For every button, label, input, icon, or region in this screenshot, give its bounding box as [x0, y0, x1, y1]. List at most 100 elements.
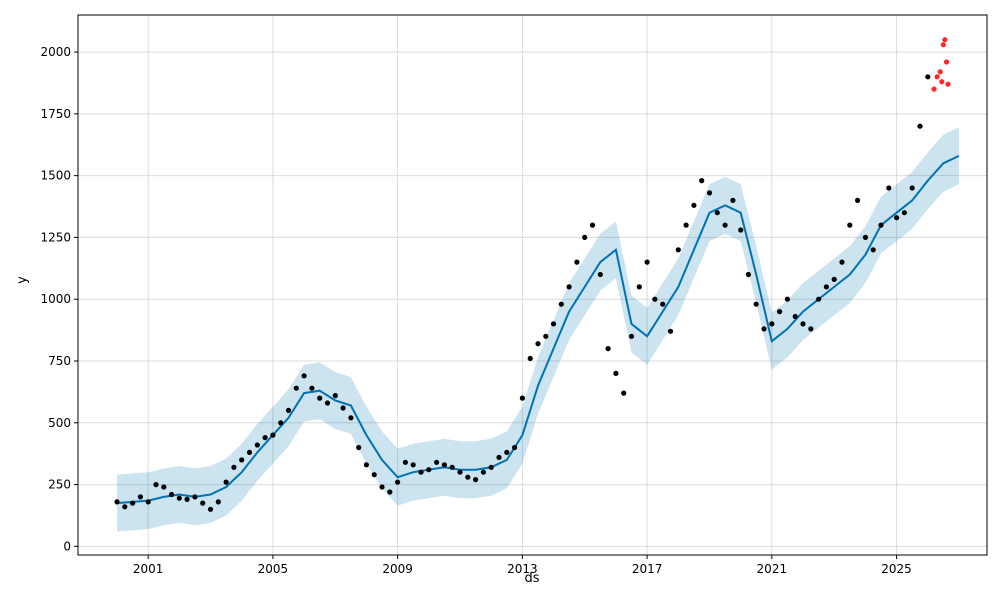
y-tick-label: 1500 — [40, 169, 71, 183]
actual-point — [145, 499, 151, 505]
actual-point — [917, 123, 923, 129]
actual-point — [387, 489, 393, 495]
actual-point — [340, 405, 346, 411]
x-tick-label: 2021 — [757, 562, 788, 576]
actual-point — [808, 326, 814, 332]
x-tick-label: 2013 — [507, 562, 538, 576]
actual-point — [465, 474, 471, 480]
actual-point — [535, 341, 541, 347]
actual-point — [153, 482, 159, 488]
actual-point — [473, 477, 479, 483]
actual-point — [831, 276, 837, 282]
actual-point — [301, 373, 307, 379]
y-tick-label: 500 — [48, 416, 71, 430]
actual-point — [597, 271, 603, 278]
x-tick-label: 2001 — [133, 562, 164, 576]
actual-point — [636, 284, 642, 290]
actual-point — [395, 479, 401, 485]
actual-point — [847, 222, 853, 228]
actual-point — [745, 271, 752, 278]
actual-point — [511, 444, 518, 451]
actual-point — [652, 296, 658, 302]
actual-point — [792, 313, 798, 320]
actual-point — [457, 469, 463, 475]
actual-point — [855, 197, 861, 203]
actual-point — [527, 355, 533, 362]
y-tick-label: 250 — [48, 478, 71, 492]
actual-point — [223, 479, 229, 485]
actual-point — [371, 472, 377, 478]
actual-point — [784, 296, 791, 302]
actual-point — [777, 309, 783, 315]
x-tick-label: 2005 — [258, 562, 289, 576]
actual-point — [363, 462, 369, 468]
uncertainty-band — [117, 127, 959, 532]
actual-point — [605, 346, 611, 352]
actual-point — [675, 247, 681, 253]
actual-point — [589, 222, 596, 228]
actual-point — [519, 395, 526, 401]
actual-point — [667, 328, 674, 334]
anomaly-points — [931, 37, 951, 92]
actual-point — [348, 415, 354, 421]
anomaly-point — [943, 59, 950, 65]
actual-point — [878, 222, 884, 228]
actual-point — [207, 506, 214, 512]
actual-point — [356, 444, 362, 451]
y-tick-label: 1000 — [40, 292, 71, 306]
actual-point — [239, 457, 245, 463]
actual-point — [270, 432, 276, 438]
actual-point — [683, 222, 689, 228]
anomaly-point — [931, 86, 937, 92]
actual-point — [761, 326, 767, 332]
actual-point — [738, 227, 744, 233]
y-tick-label: 0 — [63, 539, 71, 553]
actual-point — [558, 301, 564, 307]
actual-point — [628, 333, 635, 339]
plot-frame — [77, 14, 988, 556]
actual-point — [262, 435, 268, 441]
actual-point — [254, 442, 260, 448]
actual-point — [886, 185, 892, 191]
actual-point — [582, 234, 588, 240]
x-axis-label: ds — [524, 571, 539, 586]
actual-point — [449, 464, 455, 470]
actual-point — [543, 333, 549, 339]
actual-point — [621, 390, 627, 396]
actual-point — [184, 496, 190, 502]
actual-point — [901, 210, 908, 216]
actual-point — [293, 385, 299, 391]
actual-point — [660, 301, 666, 307]
actual-point — [231, 464, 237, 470]
actual-point — [496, 454, 502, 460]
actual-point — [769, 321, 775, 327]
actual-point — [169, 491, 175, 498]
x-axis-ticks: 2001 2005 2009 2013 2017 2021 2025 — [133, 555, 912, 576]
actual-point — [613, 370, 619, 376]
actual-point — [114, 499, 120, 505]
actual-point — [130, 500, 136, 506]
anomaly-point — [934, 74, 940, 80]
actual-point — [644, 259, 650, 265]
y-tick-label: 2000 — [40, 45, 71, 59]
actual-point — [426, 467, 432, 473]
actual-point — [137, 494, 143, 500]
uncertainty-band-area — [117, 127, 959, 532]
actual-point — [161, 484, 167, 490]
actual-point — [176, 495, 182, 501]
actual-point — [441, 462, 447, 468]
anomaly-point — [942, 37, 948, 43]
actual-point — [574, 259, 580, 265]
actual-point — [722, 222, 728, 228]
y-tick-label: 1750 — [40, 107, 71, 121]
y-tick-label: 1250 — [40, 230, 71, 244]
y-tick-label: 750 — [48, 354, 71, 368]
actual-point — [862, 234, 869, 240]
actual-point — [504, 449, 510, 455]
actual-point — [566, 284, 572, 290]
actual-point — [714, 210, 720, 216]
x-tick-label: 2009 — [382, 562, 413, 576]
actual-point — [332, 393, 338, 399]
actual-point — [410, 462, 416, 468]
